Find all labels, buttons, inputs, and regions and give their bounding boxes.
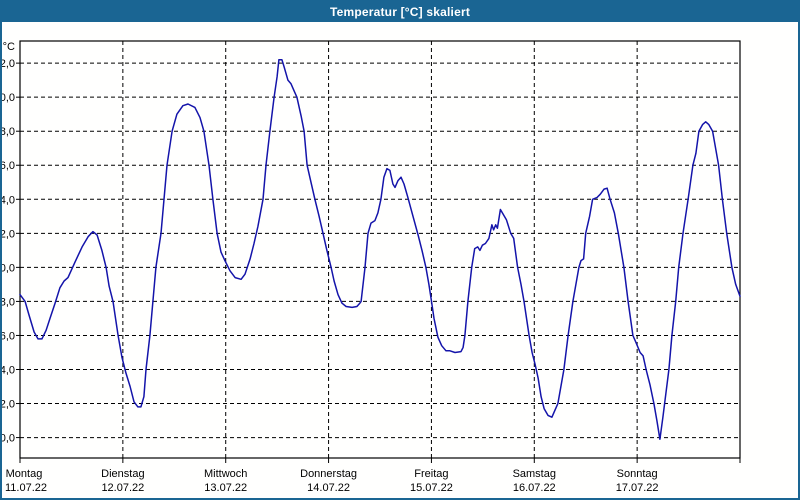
day-label: Montag — [6, 468, 43, 480]
date-label: 12.07.22 — [101, 482, 144, 494]
date-label: 15.07.22 — [410, 482, 453, 494]
date-label: 11.07.22 — [5, 482, 47, 494]
date-label: 17.07.22 — [616, 482, 659, 494]
date-label: 16.07.22 — [513, 482, 556, 494]
date-label: 14.07.22 — [307, 482, 350, 494]
y-axis-unit-label: °C — [3, 41, 15, 53]
day-label: Mittwoch — [204, 468, 247, 480]
day-label: Freitag — [414, 468, 448, 480]
day-label: Donnerstag — [300, 468, 357, 480]
y-tick-label: 22,0 — [2, 228, 15, 240]
chart-area: 32,0 30,0 28,0 26,0 24,0 22,0 20,0 18,0 16,0 14,0… — [2, 22, 798, 498]
temperature-line — [19, 58, 741, 441]
day-label: Samstag — [513, 468, 556, 480]
date-label: 13.07.22 — [204, 482, 247, 494]
y-tick-label: 12,0 — [2, 399, 15, 411]
y-tick-label: 16,0 — [2, 330, 15, 342]
y-tick-label: 20,0 — [2, 262, 15, 274]
y-tick-label: 24,0 — [2, 194, 15, 206]
day-label: Dienstag — [101, 468, 144, 480]
window-titlebar[interactable]: Temperatur [°C] skaliert — [2, 2, 798, 22]
plot-frame — [19, 40, 741, 459]
y-tick-label: 14,0 — [2, 364, 15, 376]
y-tick-label: 32,0 — [2, 58, 15, 70]
window-title: Temperatur [°C] skaliert — [329, 5, 471, 19]
day-label: Sonntag — [617, 468, 658, 480]
y-tick-label: 10,0 — [2, 433, 15, 445]
y-tick-label: 28,0 — [2, 126, 15, 138]
temperature-chart: 32,0 30,0 28,0 26,0 24,0 22,0 20,0 18,0 16,0 14,0… — [2, 40, 741, 494]
y-tick-label: 26,0 — [2, 160, 15, 172]
y-tick-label: 30,0 — [2, 92, 15, 104]
y-tick-label: 18,0 — [2, 296, 15, 308]
